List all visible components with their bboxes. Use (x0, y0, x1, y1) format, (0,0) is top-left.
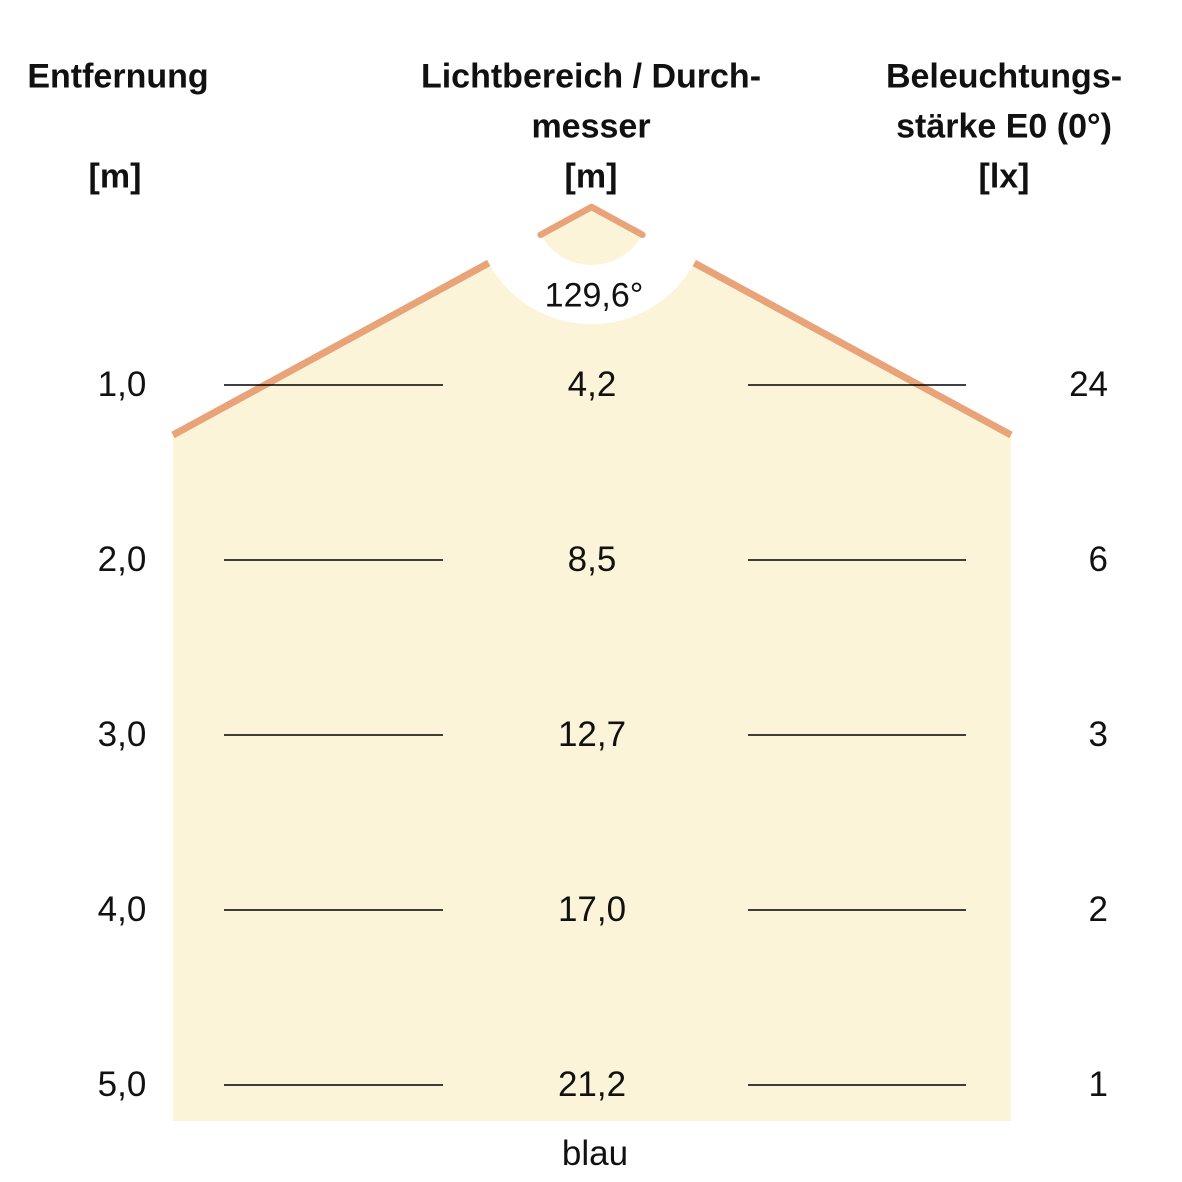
illuminance-value-row-5: 1 (1088, 1065, 1108, 1104)
header-illuminance-title-1: Beleuchtungs- (885, 57, 1123, 96)
diameter-value-row-3: 12,7 (557, 715, 627, 754)
row-reference-lines (224, 384, 966, 1086)
distance-value-row-3: 3,0 (97, 715, 147, 754)
header-distance-unit: [m] (88, 157, 142, 196)
header-diameter-unit: [m] (564, 157, 618, 196)
beam-angle-label: 129,6° (544, 276, 644, 315)
illuminance-value-row-4: 2 (1088, 890, 1108, 929)
distance-value-row-1: 1,0 (97, 365, 147, 404)
distance-value-row-4: 4,0 (97, 890, 147, 929)
header-illuminance-title-2: stärke E0 (0°) (896, 107, 1112, 146)
header-illuminance-unit: [lx] (978, 157, 1030, 196)
cone-edge-left (171, 259, 491, 439)
cone-edge-right (692, 259, 1013, 439)
apex-edge-stroke (537, 203, 646, 239)
cone-fill-shape (173, 263, 1011, 1121)
header-distance-title: Entfernung (27, 57, 209, 96)
diameter-value-row-1: 4,2 (567, 365, 617, 404)
diameter-value-row-2: 8,5 (567, 540, 617, 579)
light-color-label: blau (561, 1134, 629, 1173)
distance-value-row-2: 2,0 (97, 540, 147, 579)
diameter-value-row-5: 21,2 (557, 1065, 627, 1104)
distance-value-row-5: 5,0 (97, 1065, 147, 1104)
illuminance-value-row-3: 3 (1088, 715, 1108, 754)
illuminance-value-row-2: 6 (1088, 540, 1108, 579)
diameter-value-row-4: 17,0 (557, 890, 627, 929)
header-diameter-title-2: messer (531, 107, 651, 146)
apex-sector-shape (540, 207, 643, 265)
header-diameter-title-1: Lichtbereich / Durch- (420, 57, 762, 96)
illuminance-value-row-1: 24 (1069, 365, 1108, 404)
